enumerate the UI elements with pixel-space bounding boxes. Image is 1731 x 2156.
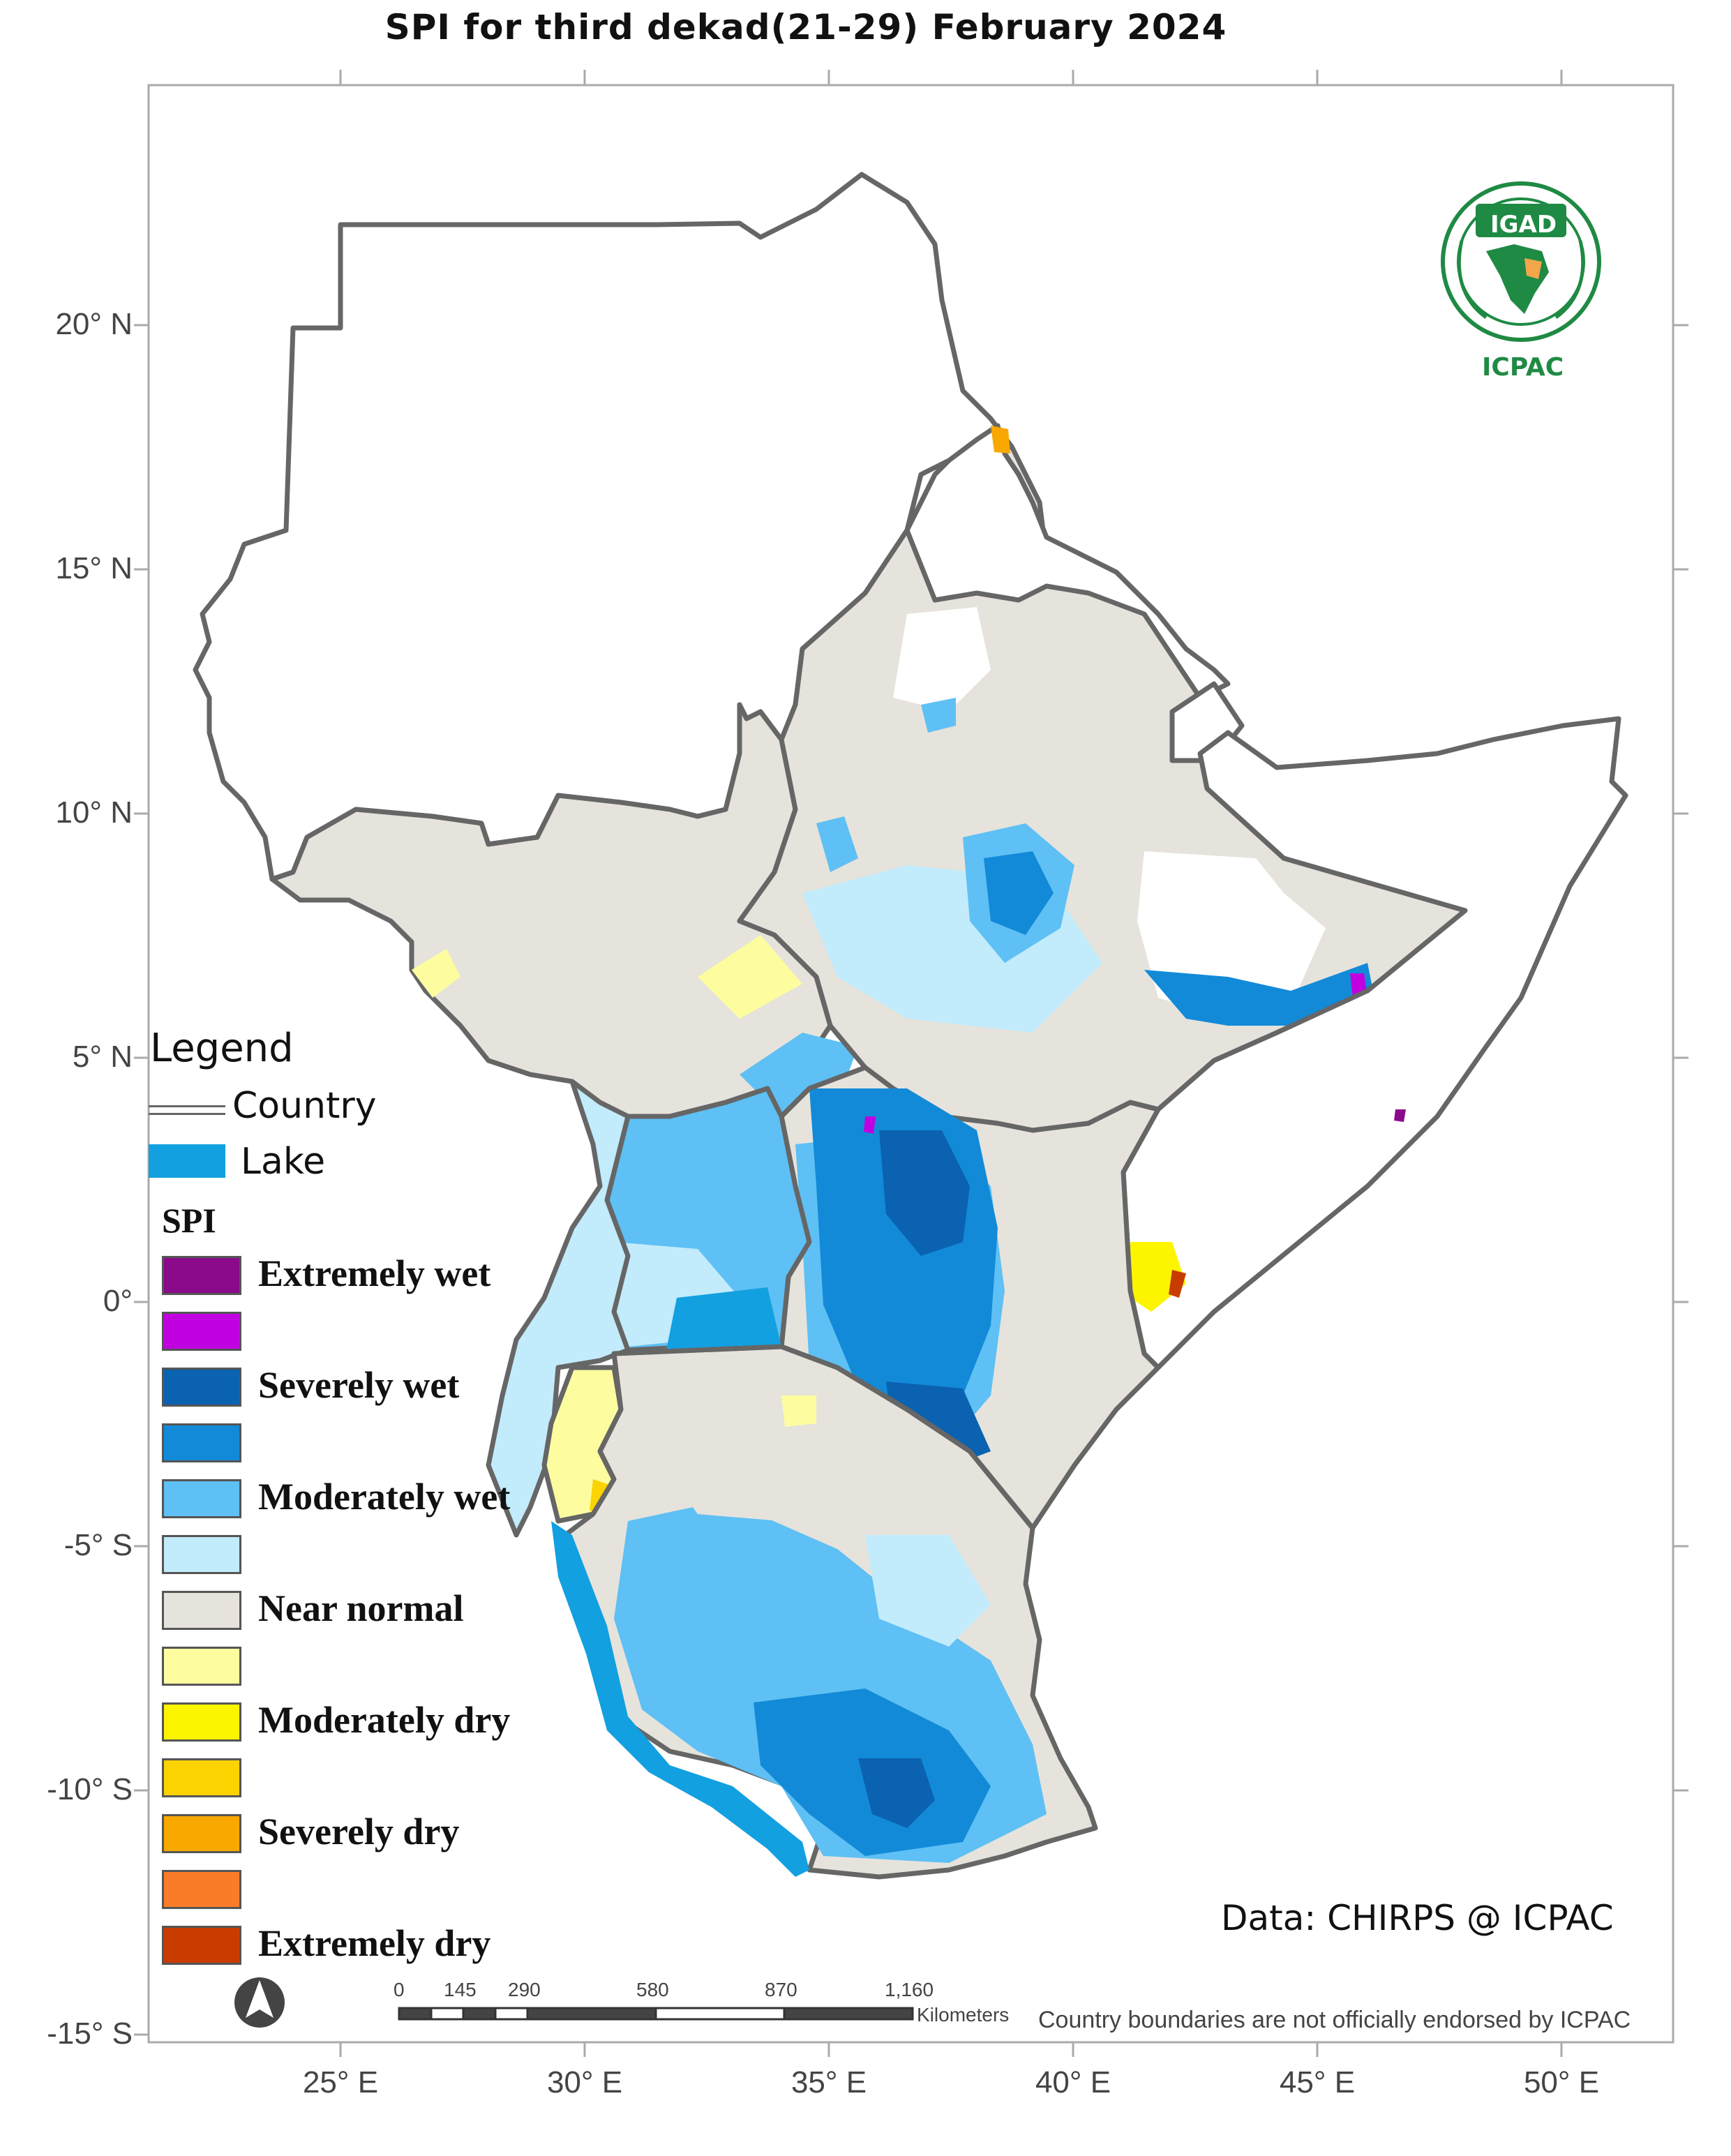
legend-lake-label: Lake bbox=[241, 1141, 326, 1183]
lon-label-30e: 30° E bbox=[546, 2065, 623, 2099]
lat-label-10n: 10° N bbox=[55, 795, 133, 830]
legend-lake-swatch bbox=[149, 1144, 225, 1178]
legend-class-label: Moderately dry bbox=[258, 1699, 511, 1741]
scale-tick-580: 580 bbox=[636, 1979, 669, 2000]
legend-swatch-6 bbox=[162, 1535, 241, 1574]
region-west-congo bbox=[486, 1079, 631, 1538]
lon-label-40e: 40° E bbox=[1035, 2065, 1111, 2099]
legend-spi-title: SPI bbox=[162, 1201, 216, 1240]
eritrea-dry-spot bbox=[991, 426, 1010, 454]
south-sudan-yellow-west bbox=[412, 949, 460, 998]
legend-swatch-10 bbox=[162, 1758, 241, 1797]
tanzania-yellow-spot bbox=[781, 1395, 816, 1427]
lat-label-10s: -10° S bbox=[47, 1772, 133, 1806]
lat-label-15n: 15° N bbox=[55, 551, 133, 585]
ethiopia-severe-center bbox=[984, 851, 1054, 935]
legend-class-label: Extremely dry bbox=[258, 1922, 491, 1964]
somalia-extreme-dry bbox=[1169, 1270, 1186, 1298]
south-sudan-yellow-north bbox=[698, 935, 802, 1019]
scale-tick-870: 870 bbox=[765, 1979, 797, 2000]
legend-country-label: Country bbox=[232, 1085, 377, 1127]
logo-icpac-text: ICPAC bbox=[1482, 353, 1564, 382]
scale-tick-145: 145 bbox=[444, 1979, 477, 2000]
scale-tick-1160: 1,160 bbox=[885, 1979, 934, 2000]
ethiopia-wet-north bbox=[921, 698, 956, 733]
lat-label-5s: -5° S bbox=[63, 1528, 133, 1562]
legend-swatch-2 bbox=[162, 1312, 241, 1351]
region-somalia bbox=[1121, 716, 1628, 1370]
legend-class-label: Moderately wet bbox=[258, 1476, 511, 1518]
tanzania-severely-wet bbox=[858, 1758, 935, 1828]
somalia-wet-spot bbox=[1394, 1109, 1406, 1122]
ethiopia-white-north bbox=[893, 607, 991, 712]
lon-label-25e: 25° E bbox=[302, 2065, 379, 2099]
ethiopia-wet-southeast bbox=[1144, 963, 1374, 1026]
kenya-severely-wet bbox=[879, 1130, 970, 1256]
lon-label-35e: 35° E bbox=[790, 2065, 867, 2099]
legend-swatch-11 bbox=[162, 1814, 241, 1853]
lake-tanganyika bbox=[551, 1521, 809, 1877]
north-arrow-icon bbox=[234, 1977, 285, 2028]
map-frame bbox=[147, 84, 1674, 2044]
legend-swatch-13 bbox=[162, 1926, 241, 1965]
scale-units: Kilometers bbox=[917, 2004, 1010, 2026]
scale-tick-0: 0 bbox=[394, 1979, 405, 2000]
ethiopia-wet-west bbox=[816, 816, 858, 872]
lon-label-45e: 45° E bbox=[1279, 2065, 1356, 2099]
legend-class-label: Extremely wet bbox=[258, 1252, 491, 1294]
map-title: SPI for third dekad(21-29) February 2024 bbox=[384, 7, 1227, 47]
scale-bar bbox=[398, 2007, 914, 2021]
legend-swatch-5 bbox=[162, 1479, 241, 1518]
legend-class-label: Near normal bbox=[258, 1587, 464, 1629]
legend-swatch-3 bbox=[162, 1368, 241, 1407]
kenya-extreme bbox=[864, 1116, 876, 1134]
lat-label-5n: 5° N bbox=[72, 1040, 133, 1074]
legend-swatch-12 bbox=[162, 1870, 241, 1909]
legend-swatch-8 bbox=[162, 1647, 241, 1686]
lon-label-50e: 50° E bbox=[1523, 2065, 1600, 2099]
logo-igad-text: IGAD bbox=[1490, 211, 1557, 239]
country-borders bbox=[613, 1065, 1159, 1530]
region-eritrea bbox=[904, 423, 1231, 701]
disclaimer: Country boundaries are not officially en… bbox=[1038, 2007, 1631, 2033]
lat-label-0: 0° bbox=[103, 1284, 133, 1318]
legend-swatch-1 bbox=[162, 1256, 241, 1295]
legend-class-label: Severely wet bbox=[258, 1364, 460, 1406]
tanzania-light bbox=[865, 1535, 991, 1647]
graticule-ticks bbox=[134, 70, 1688, 2057]
lat-label-15s: -15° S bbox=[47, 2016, 133, 2051]
legend-class-label: Severely dry bbox=[258, 1811, 460, 1852]
legend-title: Legend bbox=[150, 1026, 294, 1071]
scale-tick-290: 290 bbox=[508, 1979, 541, 2000]
legend-swatch-4 bbox=[162, 1423, 241, 1462]
legend-swatch-7 bbox=[162, 1591, 241, 1630]
legend-country-line-icon bbox=[149, 1105, 225, 1115]
lat-label-20n: 20° N bbox=[55, 307, 133, 341]
igad-logo bbox=[1441, 181, 1601, 342]
data-credit: Data: CHIRPS @ ICPAC bbox=[1221, 1898, 1614, 1938]
legend-swatch-9 bbox=[162, 1702, 241, 1742]
